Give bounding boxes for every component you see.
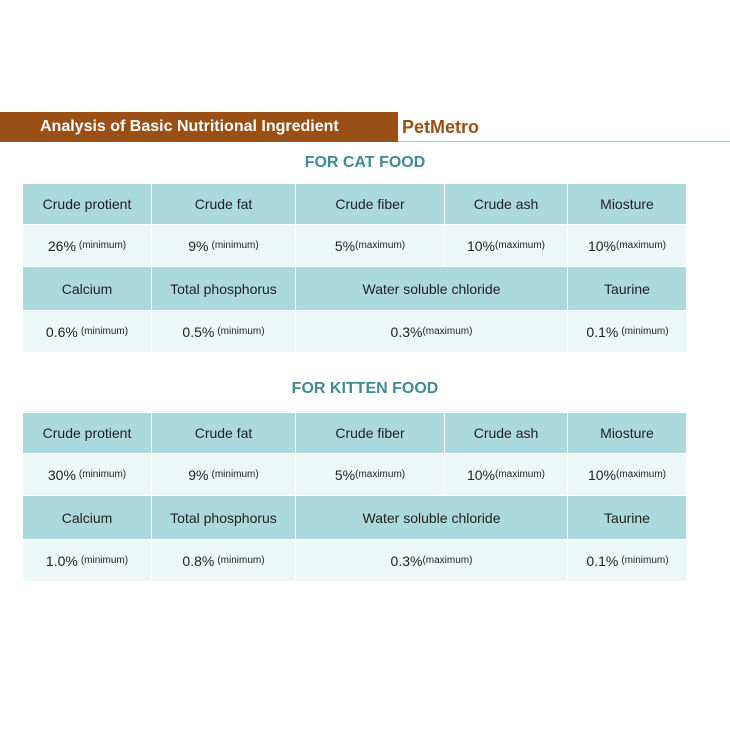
kitten-section-title: FOR KITTEN FOOD [291,380,439,397]
banner-underline [398,141,730,142]
table-header-cell: Crude protient [23,184,152,225]
table-header-cell: Total phosphorus [152,496,296,540]
table-value-cell: 0.1% (minimum) [568,311,687,353]
table-header-cell: Miosture [568,184,687,225]
table-header-cell: Calcium [23,496,152,540]
title-bar [0,112,398,142]
table-header-cell: Taurine [568,496,687,540]
table-value-cell: 9% (minimum) [152,225,296,267]
table-header-cell: Crude ash [445,184,568,225]
cat-nutrition-table: Crude protient Crude fat Crude fiber Cru… [23,184,687,353]
table-value-cell: 10% (maximum) [445,454,568,496]
table-header-cell: Total phosphorus [152,267,296,311]
table-value-cell: 1.0% (minimum) [23,540,152,582]
table-header-cell: Crude protient [23,413,152,454]
table-header-cell: Water soluble chloride [296,267,568,311]
table-header-cell: Crude fiber [296,184,445,225]
table-header-cell: Crude fat [152,184,296,225]
table-header-cell: Crude ash [445,413,568,454]
table-value-cell: 26% (minimum) [23,225,152,267]
table-value-cell: 9% (minimum) [152,454,296,496]
cat-section-title: FOR CAT FOOD [304,154,426,171]
table-value-cell: 10% (maximum) [568,454,687,496]
table-value-cell: 0.6% (minimum) [23,311,152,353]
kitten-nutrition-table: Crude protient Crude fat Crude fiber Cru… [23,413,687,582]
table-header-cell: Crude fiber [296,413,445,454]
table-header-cell: Miosture [568,413,687,454]
table-value-cell: 0.3% (maximum) [296,540,568,582]
table-value-cell: 0.5% (minimum) [152,311,296,353]
table-value-cell: 0.1% (minimum) [568,540,687,582]
title-banner: Analysis of Basic Nutritional Ingredient… [0,112,730,142]
brand-name: PetMetro [402,117,480,137]
table-value-cell: 5% (maximum) [296,454,445,496]
table-value-cell: 0.8% (minimum) [152,540,296,582]
table-header-cell: Crude fat [152,413,296,454]
table-value-cell: 0.3% (maximum) [296,311,568,353]
table-header-cell: Taurine [568,267,687,311]
table-header-cell: Calcium [23,267,152,311]
table-value-cell: 10% (maximum) [568,225,687,267]
table-value-cell: 5% (maximum) [296,225,445,267]
page-title: Analysis of Basic Nutritional Ingredient [40,118,339,135]
table-value-cell: 10% (maximum) [445,225,568,267]
table-value-cell: 30% (minimum) [23,454,152,496]
table-header-cell: Water soluble chloride [296,496,568,540]
